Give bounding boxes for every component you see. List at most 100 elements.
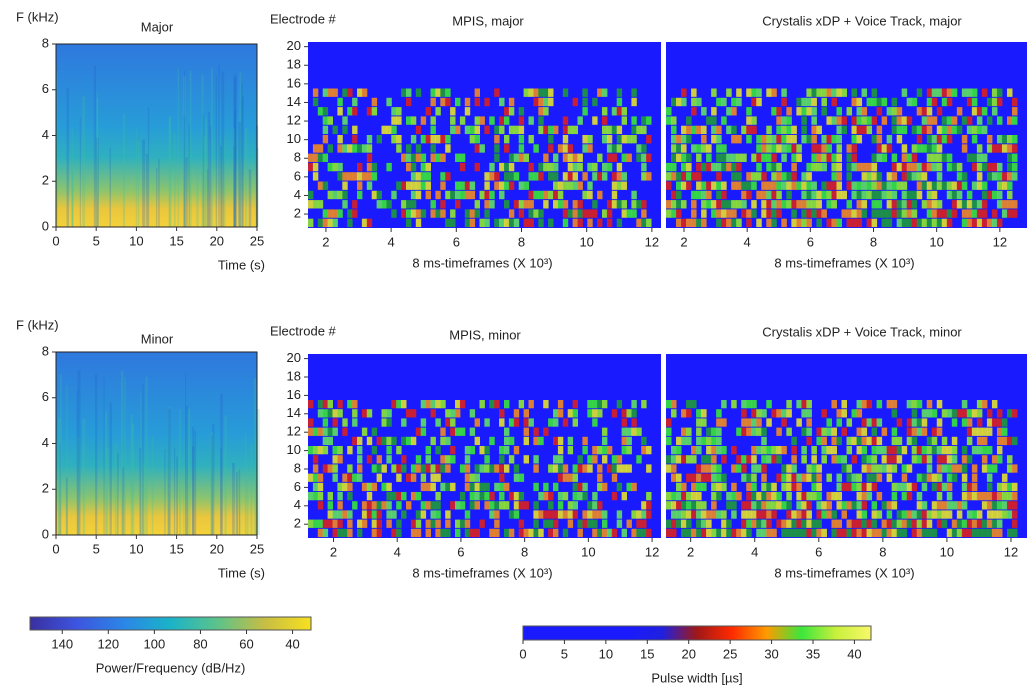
electrodogram-texture <box>836 144 842 153</box>
electrodogram-texture <box>317 446 324 455</box>
electrodogram-texture <box>916 144 923 153</box>
electrodogram-texture <box>538 436 544 446</box>
electrodogram-texture <box>811 209 817 218</box>
spectrogram-texture <box>82 418 86 535</box>
electrodogram-texture <box>676 482 682 492</box>
electrodogram-texture <box>420 181 427 190</box>
electrodogram-texture <box>371 97 378 107</box>
electrodogram-texture <box>464 107 471 116</box>
electrodogram-texture <box>376 464 382 473</box>
electrodogram-texture <box>430 116 436 125</box>
electrodogram-texture <box>861 455 868 464</box>
electrodogram-texture <box>332 446 338 455</box>
electrodogram-texture <box>761 427 767 436</box>
electrodogram-texture <box>706 427 712 436</box>
electrodogram-texture <box>474 209 480 218</box>
electrodogram-texture <box>876 492 883 501</box>
electrodogram-texture <box>499 162 505 172</box>
electrodogram-texture <box>861 400 868 409</box>
y-axis-label: F (kHz) <box>16 317 59 332</box>
electrodogram-texture <box>976 418 983 427</box>
electrodogram-texture <box>951 528 958 538</box>
electrodogram-texture <box>716 492 722 501</box>
electrodogram-texture <box>816 144 822 153</box>
electrodogram-texture <box>308 218 314 228</box>
electrodogram-texture <box>543 492 549 501</box>
electrodogram-texture <box>597 172 603 181</box>
electrodogram-texture <box>701 528 707 538</box>
electrodogram-texture <box>701 218 707 228</box>
electrodogram-texture <box>587 455 593 464</box>
electrodogram-texture <box>846 501 853 510</box>
electrodogram-texture <box>484 418 490 427</box>
electrodogram-texture <box>386 501 392 510</box>
x-tick-label: 12 <box>645 544 659 559</box>
spectrogram-texture <box>176 456 178 535</box>
electrodogram-texture <box>484 125 490 135</box>
panel-title: MPIS, minor <box>449 327 521 342</box>
electrodogram-texture <box>562 218 569 228</box>
electrodogram-texture <box>499 446 505 455</box>
electrodogram-texture <box>572 501 578 510</box>
electrodogram-texture <box>776 427 782 436</box>
electrodogram-texture <box>871 153 878 162</box>
electrodogram-texture <box>676 144 682 153</box>
electrodogram-texture <box>751 446 757 455</box>
spectrogram-texture <box>220 393 224 535</box>
electrodogram-texture <box>941 209 948 218</box>
electrodogram-texture <box>936 510 943 519</box>
electrodogram-texture <box>391 492 397 501</box>
electrodogram-texture <box>886 473 893 482</box>
electrodogram-texture <box>761 464 767 473</box>
spectrogram-texture <box>232 462 235 535</box>
electrodogram-texture <box>746 116 752 125</box>
x-tick-label: 5 <box>93 233 100 248</box>
electrodogram-texture <box>602 116 608 125</box>
electrodogram-texture <box>766 510 772 519</box>
electrodogram-texture <box>791 510 797 519</box>
electrodogram-texture <box>332 455 338 464</box>
electrodogram-texture <box>474 501 480 510</box>
electrodogram-texture <box>587 464 593 473</box>
electrodogram-texture <box>406 209 412 218</box>
electrodogram-texture <box>494 528 500 538</box>
electrodogram-texture <box>455 97 461 107</box>
electrodogram-texture <box>597 153 603 162</box>
electrodogram-texture <box>371 482 378 492</box>
electrodogram-texture <box>711 464 717 473</box>
x-tick-label: 4 <box>387 234 394 249</box>
electrodogram-texture <box>347 482 353 492</box>
electrodogram-texture <box>831 436 837 446</box>
electrodogram-texture <box>592 510 598 519</box>
electrodogram-texture <box>396 144 402 153</box>
electrodogram-texture <box>796 492 802 501</box>
electrodogram-texture <box>597 501 603 510</box>
electrodogram-texture <box>691 455 697 464</box>
electrodogram-texture <box>836 455 842 464</box>
electrodogram-texture <box>896 162 903 172</box>
electrodogram-texture <box>1011 528 1018 538</box>
electrodogram-texture <box>567 181 574 190</box>
electrodogram-texture <box>621 427 627 436</box>
spectrogram-texture <box>140 392 142 535</box>
electrodogram-texture <box>751 153 757 162</box>
electrodogram-texture <box>494 400 500 409</box>
electrodogram-texture <box>327 400 333 409</box>
electrodogram-texture <box>631 482 637 492</box>
electrodogram-texture <box>533 464 539 473</box>
electrodogram-texture <box>553 510 559 519</box>
electrodogram-texture <box>641 162 647 172</box>
electrodogram-texture <box>337 409 343 418</box>
electrodogram-texture <box>971 510 978 519</box>
electrodogram-texture <box>711 482 717 492</box>
electrodogram-texture <box>881 97 888 107</box>
y-tick-label: 20 <box>287 350 301 365</box>
electrodogram-texture <box>445 88 451 97</box>
electrodogram-texture <box>391 190 397 200</box>
electrodogram-texture <box>425 135 431 144</box>
electrodogram-texture <box>761 510 767 519</box>
electrodogram-texture <box>366 482 373 492</box>
electrodogram-texture <box>826 116 832 125</box>
electrodogram-texture <box>518 181 525 190</box>
electrodogram-texture <box>641 116 647 125</box>
